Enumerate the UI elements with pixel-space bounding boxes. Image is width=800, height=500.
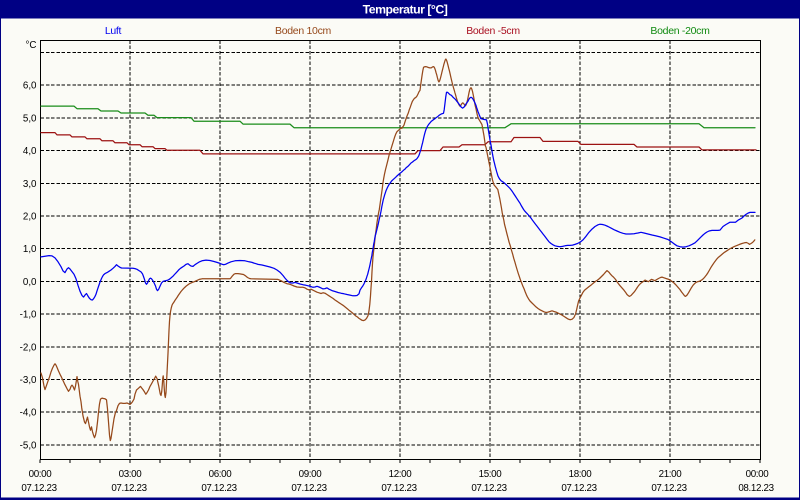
svg-text:Luft: Luft [105, 25, 122, 37]
svg-text:Boden -5cm: Boden -5cm [466, 25, 520, 37]
svg-text:15:00: 15:00 [479, 469, 503, 480]
svg-text:07.12.23: 07.12.23 [201, 483, 237, 494]
svg-text:3,0: 3,0 [23, 179, 37, 190]
svg-text:00:00: 00:00 [746, 469, 770, 480]
svg-text:-3,0: -3,0 [20, 375, 37, 386]
svg-text:07.12.23: 07.12.23 [561, 483, 597, 494]
svg-text:07.12.23: 07.12.23 [651, 483, 687, 494]
svg-text:21:00: 21:00 [659, 469, 683, 480]
svg-text:Boden -20cm: Boden -20cm [650, 25, 710, 37]
svg-text:07.12.23: 07.12.23 [471, 483, 507, 494]
svg-text:08.12.23: 08.12.23 [738, 483, 774, 494]
svg-text:-5,0: -5,0 [20, 440, 37, 451]
svg-text:Boden 10cm: Boden 10cm [275, 25, 332, 37]
svg-text:6,0: 6,0 [23, 81, 37, 92]
svg-text:03:00: 03:00 [119, 469, 143, 480]
svg-text:12:00: 12:00 [389, 469, 413, 480]
svg-text:1,0: 1,0 [23, 244, 37, 255]
svg-text:-2,0: -2,0 [20, 342, 37, 353]
svg-text:07.12.23: 07.12.23 [21, 483, 57, 494]
svg-text:-1,0: -1,0 [20, 310, 37, 321]
svg-text:Temperatur [°C]: Temperatur [°C] [363, 3, 448, 17]
svg-text:°C: °C [26, 40, 37, 51]
svg-text:-4,0: -4,0 [20, 408, 37, 419]
svg-text:2,0: 2,0 [23, 212, 37, 223]
svg-text:5,0: 5,0 [23, 113, 37, 124]
svg-text:00:00: 00:00 [29, 469, 53, 480]
svg-text:18:00: 18:00 [569, 469, 593, 480]
svg-text:06:00: 06:00 [209, 469, 233, 480]
svg-text:0,0: 0,0 [23, 277, 37, 288]
svg-text:09:00: 09:00 [299, 469, 323, 480]
svg-text:07.12.23: 07.12.23 [381, 483, 417, 494]
svg-text:07.12.23: 07.12.23 [291, 483, 327, 494]
svg-text:4,0: 4,0 [23, 146, 37, 157]
svg-text:07.12.23: 07.12.23 [111, 483, 147, 494]
